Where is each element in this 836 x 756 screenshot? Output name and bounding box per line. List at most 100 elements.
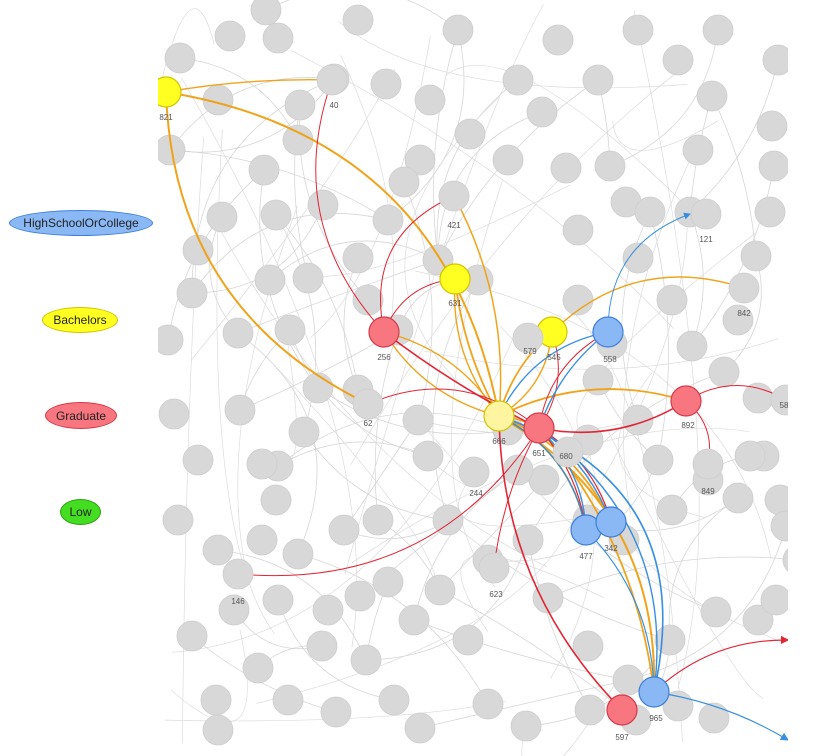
grey-node[interactable]	[248, 154, 280, 186]
grey-node[interactable]	[442, 14, 474, 46]
node-842[interactable]	[728, 272, 760, 304]
grey-node[interactable]	[350, 644, 382, 676]
grey-node[interactable]	[202, 534, 234, 566]
grey-node[interactable]	[182, 234, 214, 266]
node-58[interactable]	[770, 384, 788, 416]
grey-node[interactable]	[510, 710, 542, 742]
grey-node[interactable]	[700, 596, 732, 628]
node-146[interactable]	[222, 558, 254, 590]
grey-node[interactable]	[158, 398, 190, 430]
grey-node[interactable]	[306, 630, 338, 662]
node-558[interactable]	[592, 316, 624, 348]
node-40[interactable]	[316, 64, 348, 96]
node-579[interactable]	[512, 322, 544, 354]
grey-node[interactable]	[454, 118, 486, 150]
grey-node[interactable]	[452, 624, 484, 656]
node-631[interactable]	[439, 263, 471, 295]
node-597[interactable]	[606, 694, 638, 726]
grey-node[interactable]	[622, 242, 654, 274]
grey-node[interactable]	[262, 22, 294, 54]
grey-node[interactable]	[532, 582, 564, 614]
node-680[interactable]	[552, 436, 584, 468]
grey-node[interactable]	[254, 264, 286, 296]
grey-node[interactable]	[292, 262, 324, 294]
grey-node[interactable]	[708, 356, 740, 388]
grey-node[interactable]	[582, 364, 614, 396]
grey-node[interactable]	[742, 604, 774, 636]
grey-node[interactable]	[307, 189, 339, 221]
grey-node[interactable]	[472, 688, 504, 720]
grey-node[interactable]	[756, 110, 788, 142]
grey-node[interactable]	[262, 584, 294, 616]
grey-node[interactable]	[214, 20, 246, 52]
grey-node[interactable]	[372, 566, 404, 598]
grey-node[interactable]	[722, 482, 754, 514]
grey-node[interactable]	[582, 64, 614, 96]
grey-node[interactable]	[696, 80, 728, 112]
grey-node[interactable]	[320, 696, 352, 728]
node-244[interactable]	[458, 456, 490, 488]
node-256[interactable]	[368, 316, 400, 348]
grey-node[interactable]	[502, 64, 534, 96]
grey-node[interactable]	[702, 14, 734, 46]
grey-node[interactable]	[274, 314, 306, 346]
grey-node[interactable]	[246, 524, 278, 556]
node-623[interactable]	[478, 552, 510, 584]
grey-node[interactable]	[528, 464, 560, 496]
grey-node[interactable]	[682, 134, 714, 166]
node-342[interactable]	[595, 506, 627, 538]
grey-node[interactable]	[370, 68, 402, 100]
grey-node[interactable]	[302, 372, 334, 404]
grey-node[interactable]	[404, 144, 436, 176]
grey-node[interactable]	[288, 416, 320, 448]
grey-node[interactable]	[158, 324, 184, 356]
grey-node[interactable]	[760, 584, 788, 616]
node-849[interactable]	[692, 448, 724, 480]
grey-node[interactable]	[250, 0, 282, 26]
grey-node[interactable]	[754, 196, 786, 228]
grey-node[interactable]	[656, 494, 688, 526]
grey-node[interactable]	[222, 317, 254, 349]
grey-node[interactable]	[622, 14, 654, 46]
grey-node[interactable]	[572, 630, 604, 662]
legend-highschool-or-college[interactable]: HighSchoolOrCollege	[9, 210, 153, 236]
grey-node[interactable]	[574, 694, 606, 726]
grey-node[interactable]	[200, 684, 232, 716]
grey-node[interactable]	[162, 504, 194, 536]
grey-node[interactable]	[164, 42, 196, 74]
grey-node[interactable]	[352, 284, 384, 316]
grey-node[interactable]	[182, 444, 214, 476]
node-965[interactable]	[638, 676, 670, 708]
grey-node[interactable]	[246, 448, 278, 480]
grey-node[interactable]	[542, 24, 574, 56]
grey-node[interactable]	[224, 394, 256, 426]
grey-node[interactable]	[622, 404, 654, 436]
node-651[interactable]	[523, 412, 555, 444]
grey-node[interactable]	[404, 712, 436, 744]
grey-node[interactable]	[654, 624, 686, 656]
grey-node[interactable]	[722, 304, 754, 336]
grey-node[interactable]	[594, 150, 626, 182]
grey-node[interactable]	[398, 604, 430, 636]
grey-node[interactable]	[642, 444, 674, 476]
grey-node[interactable]	[260, 199, 292, 231]
grey-node[interactable]	[344, 580, 376, 612]
grey-node[interactable]	[328, 514, 360, 546]
grey-node[interactable]	[282, 538, 314, 570]
grey-node[interactable]	[424, 574, 456, 606]
grey-node[interactable]	[764, 484, 788, 516]
grey-node[interactable]	[758, 150, 788, 182]
grey-node[interactable]	[662, 44, 694, 76]
grey-node[interactable]	[284, 89, 316, 121]
grey-node[interactable]	[412, 440, 444, 472]
node-ego[interactable]	[483, 400, 515, 432]
node-821[interactable]	[158, 76, 182, 108]
grey-node[interactable]	[612, 664, 644, 696]
grey-node[interactable]	[202, 714, 234, 746]
node-421[interactable]	[438, 180, 470, 212]
grey-node[interactable]	[414, 84, 446, 116]
grey-node[interactable]	[492, 144, 524, 176]
grey-node[interactable]	[782, 545, 788, 575]
grey-node[interactable]	[550, 152, 582, 184]
grey-node[interactable]	[176, 620, 208, 652]
